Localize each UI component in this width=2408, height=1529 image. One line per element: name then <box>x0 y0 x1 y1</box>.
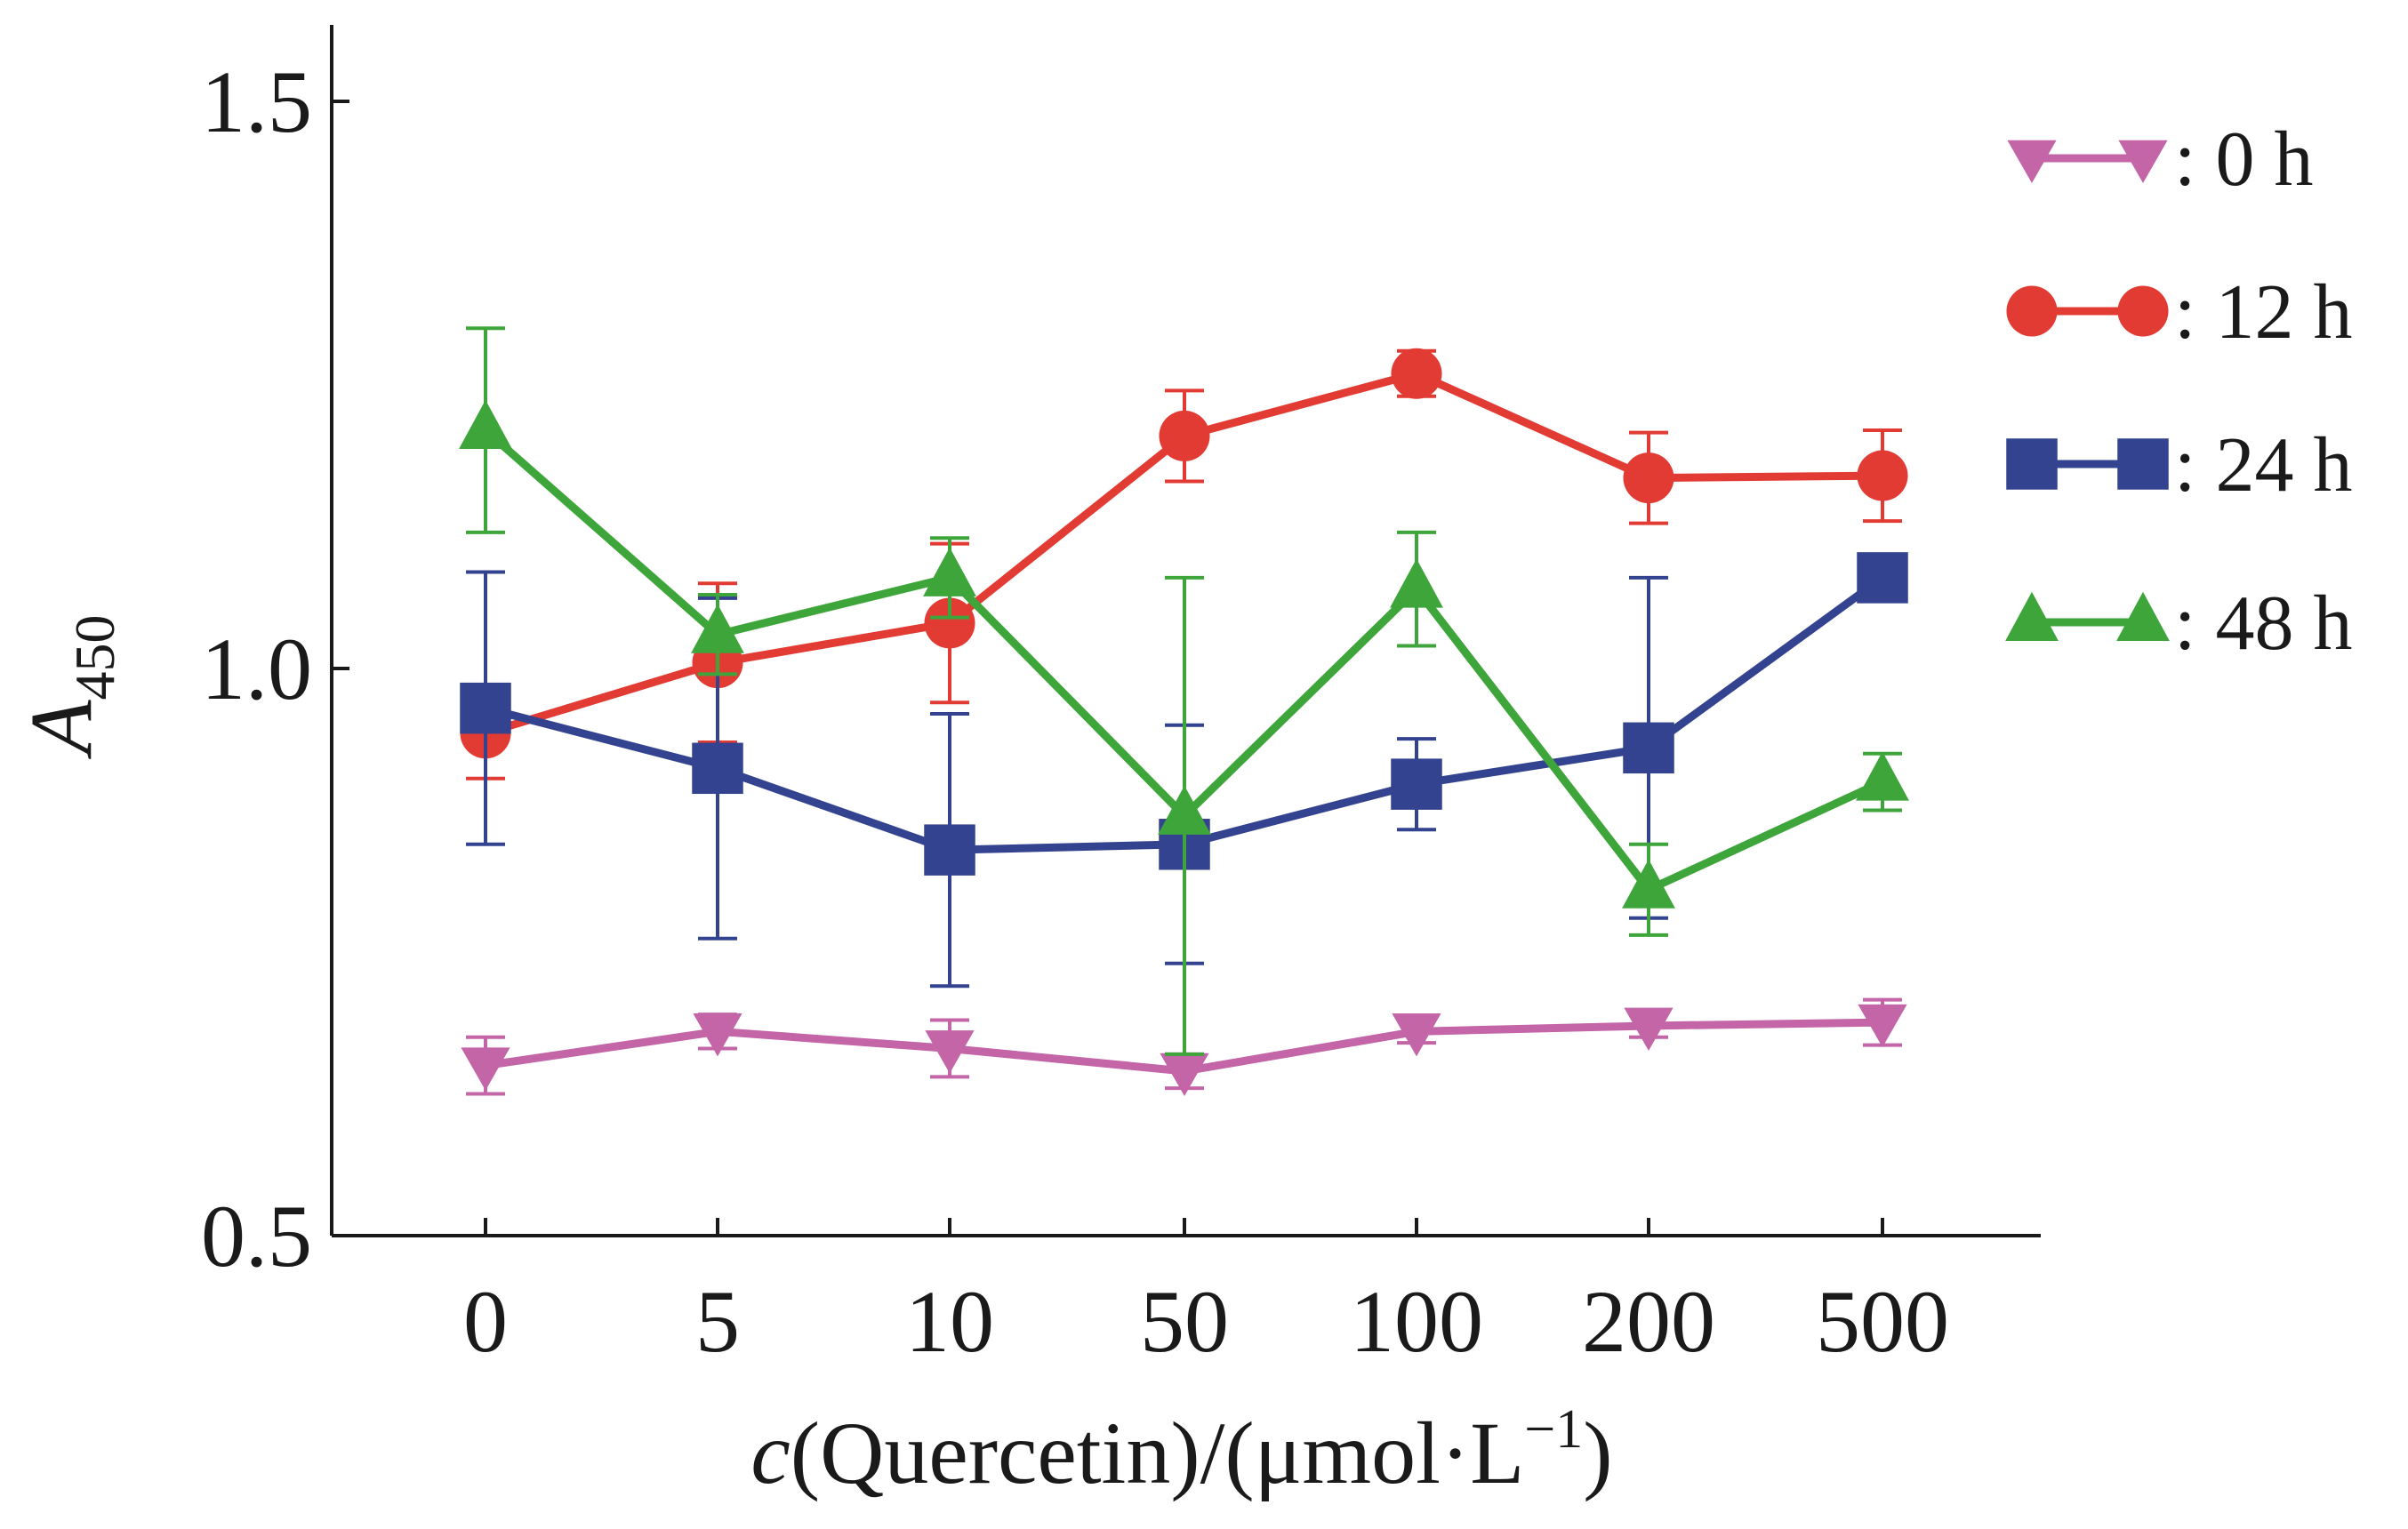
legend-marker <box>2005 591 2059 641</box>
legend-marker <box>2118 140 2168 184</box>
legend-label: : 0 h <box>2174 116 2313 203</box>
data-point <box>925 1030 975 1074</box>
legend-item-48-h: : 48 h <box>2005 580 2352 667</box>
legend: : 0 h : 12 h : 24 h : 48 h <box>2005 116 2352 667</box>
data-point <box>923 547 976 596</box>
y-axis-title-sub: 450 <box>63 614 126 700</box>
axes: 0.5 1.0 1.5 0 5 10 50 100 200 500 <box>201 25 2041 1371</box>
data-point <box>1624 1007 1674 1051</box>
legend-item-0-h: : 0 h <box>2007 116 2313 203</box>
data-point <box>460 682 511 734</box>
data-point <box>691 604 744 653</box>
x-tick-label: 50 <box>1140 1272 1229 1371</box>
x-axis-title-close: ) <box>1583 1404 1612 1502</box>
data-point <box>1390 558 1443 608</box>
data-point <box>1159 410 1210 461</box>
data-point <box>461 1047 510 1091</box>
data-point <box>1391 348 1442 399</box>
data-point <box>924 824 975 876</box>
data-point <box>1622 859 1675 909</box>
legend-marker <box>2117 438 2169 490</box>
legend-marker <box>2116 591 2170 641</box>
x-tick-label: 100 <box>1350 1272 1483 1371</box>
series-48-h <box>459 326 1909 1056</box>
x-tick-label: 5 <box>695 1272 740 1371</box>
data-point <box>1857 552 1908 604</box>
legend-item-12-h: : 12 h <box>2006 269 2352 356</box>
legend-item-24-h: : 24 h <box>2006 422 2352 508</box>
data-point <box>1857 450 1908 501</box>
data-point <box>1158 785 1211 835</box>
x-axis-title-italic: c <box>750 1404 790 1502</box>
legend-label: : 12 h <box>2174 269 2352 356</box>
legend-marker <box>2006 285 2058 337</box>
data-point <box>692 742 743 795</box>
data-point <box>1160 1053 1209 1096</box>
legend-marker <box>2006 438 2058 490</box>
x-axis-title-sup: −1 <box>1524 1399 1583 1460</box>
x-axis-title: c(Quercetin)/(μmol·L−1) <box>750 1399 1612 1502</box>
y-tick-label: 1.0 <box>201 620 312 718</box>
data-point <box>1623 722 1674 774</box>
legend-marker <box>2117 285 2169 337</box>
series-layer <box>459 326 1909 1096</box>
legend-marker <box>2007 140 2057 184</box>
data-point <box>1623 452 1674 504</box>
y-axis-title: A450 <box>12 614 126 759</box>
x-tick-label: 10 <box>905 1272 994 1371</box>
y-tick-label: 1.5 <box>201 52 312 151</box>
data-point <box>459 399 512 450</box>
x-tick-label: 200 <box>1582 1272 1715 1371</box>
data-point <box>1391 758 1442 810</box>
data-point <box>1856 751 1909 801</box>
data-point <box>693 1013 742 1057</box>
data-point <box>1392 1013 1441 1057</box>
y-axis-title-main: A <box>12 700 110 760</box>
data-point <box>1858 1004 1907 1048</box>
x-axis-title-main: (Quercetin)/(μmol·L <box>791 1404 1525 1502</box>
y-tick-label: 0.5 <box>201 1187 312 1285</box>
data-point <box>924 597 975 649</box>
x-tick-label: 0 <box>463 1272 508 1371</box>
legend-label: : 48 h <box>2174 580 2352 667</box>
x-tick-label: 500 <box>1816 1272 1949 1371</box>
legend-label: : 24 h <box>2174 422 2352 508</box>
series-0-h <box>461 997 1907 1096</box>
